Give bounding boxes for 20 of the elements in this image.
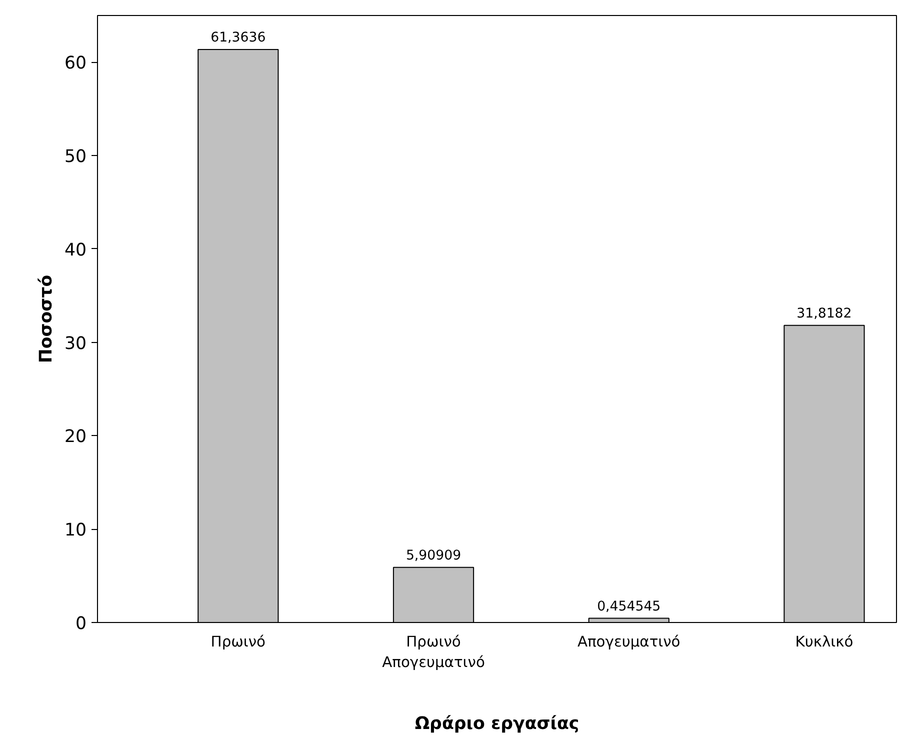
y-tick-label: 20 <box>64 427 87 448</box>
bar <box>392 566 474 622</box>
x-axis-title: Ωράριο εργασίας <box>414 714 580 734</box>
data-label: 5,90909 <box>406 548 462 564</box>
y-tick-label: 10 <box>64 520 87 541</box>
y-tick-label: 30 <box>64 334 87 354</box>
x-tick-label: Πρωινό <box>210 634 266 650</box>
x-tick-label: Πρωινό Απογευματινό <box>382 634 485 671</box>
y-tick-label: 50 <box>64 147 87 168</box>
data-label: 0,454545 <box>597 599 661 614</box>
bar <box>784 324 865 622</box>
data-label: 61,3636 <box>210 30 266 46</box>
y-tick-label: 60 <box>64 54 87 74</box>
y-tick-label: 0 <box>75 614 87 634</box>
x-tick-label: Απογευματινό <box>577 634 680 650</box>
data-label: 31,8182 <box>796 306 852 322</box>
y-tick-label: 40 <box>64 240 87 260</box>
y-axis-title: Ποσοστό <box>36 274 56 364</box>
bar <box>198 48 279 622</box>
x-tick-label: Κυκλικό <box>795 634 854 650</box>
